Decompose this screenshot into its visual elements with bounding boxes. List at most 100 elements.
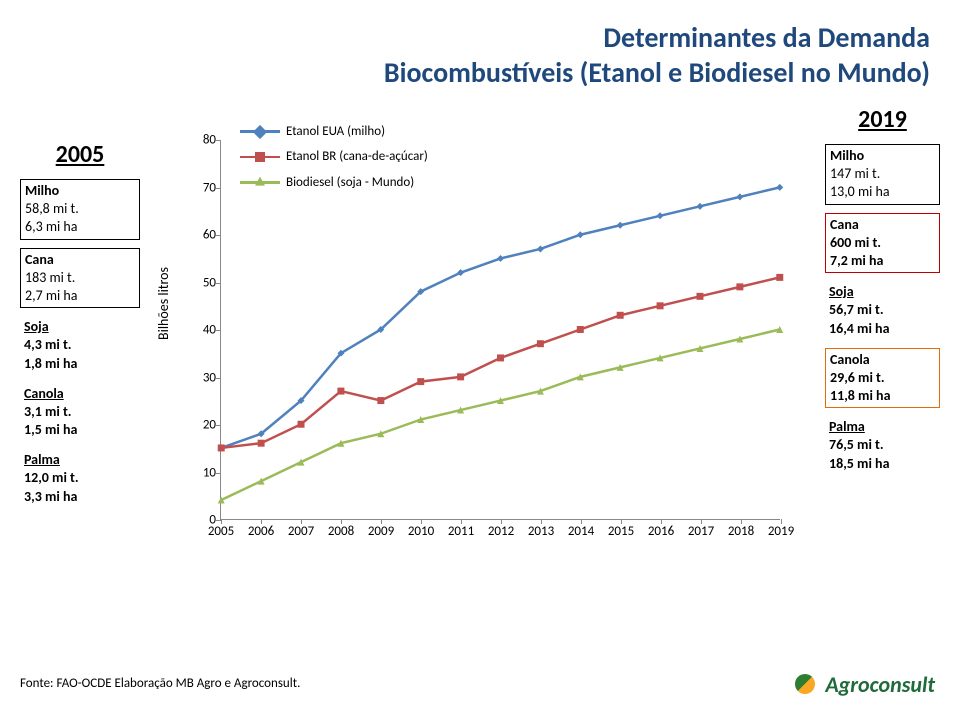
left-crop-ha: 1,5 mi ha [24,421,136,439]
series-marker [696,293,703,300]
x-tick-mark [661,519,662,524]
series-line [221,277,780,448]
chart-area: Etanol EUA (milho) Etanol BR (cana-de-aç… [180,120,800,570]
y-tick-mark [216,425,221,426]
series-marker [457,373,464,380]
series-marker [377,397,384,404]
series-marker [776,274,783,281]
right-crop-name: Soja [829,283,936,301]
y-tick-label: 30 [186,370,216,385]
series-marker [537,245,544,252]
y-tick-mark [216,188,221,189]
right-year-label: 2019 [825,105,940,134]
right-crop-name: Canola [830,351,935,369]
left-crop-tons: 4,3 mi t. [24,336,136,354]
x-tick-label: 2009 [368,524,394,539]
left-crop-palma: Palma12,0 mi t.3,3 mi ha [20,449,140,508]
right-crop-tons: 76,5 mi t. [829,436,936,454]
x-tick-mark [741,519,742,524]
y-tick-label: 10 [186,465,216,480]
right-crop-ha: 13,0 mi ha [830,183,935,201]
left-crop-ha: 3,3 mi ha [24,488,136,506]
right-crop-name: Milho [830,147,935,165]
x-tick-mark [541,519,542,524]
x-tick-mark [261,519,262,524]
page-title: Determinantes da Demanda Biocombustíveis… [384,20,930,90]
series-marker [736,193,743,200]
y-tick-label: 20 [186,418,216,433]
right-crop-tons: 600 mi t. [830,234,935,252]
x-tick-label: 2010 [408,524,434,539]
left-crop-ha: 1,8 mi ha [24,355,136,373]
series-marker [577,231,584,238]
series-line [221,187,780,448]
x-tick-label: 2011 [448,524,474,539]
y-tick-label: 40 [186,323,216,338]
y-tick-mark [216,140,221,141]
y-tick-label: 80 [186,133,216,148]
right-crop-milho: Milho147 mi t.13,0 mi ha [825,144,940,205]
right-crop-ha: 7,2 mi ha [830,252,935,270]
y-tick-label: 70 [186,180,216,195]
right-crop-ha: 16,4 mi ha [829,320,936,338]
x-tick-mark [701,519,702,524]
left-crop-name: Soja [24,318,136,336]
left-year-label: 2005 [20,140,140,169]
left-crop-ha: 2,7 mi ha [25,287,135,305]
series-marker [258,440,265,447]
x-tick-label: 2017 [688,524,714,539]
x-tick-label: 2019 [768,524,794,539]
x-tick-mark [581,519,582,524]
left-crop-tons: 183 mi t. [25,269,135,287]
y-tick-mark [216,235,221,236]
right-crop-cana: Cana600 mi t.7,2 mi ha [825,213,940,274]
series-marker [337,388,344,395]
title-line2: Biocombustíveis (Etanol e Biodiesel no M… [384,55,930,90]
x-tick-label: 2013 [528,524,554,539]
right-crop-canola: Canola29,6 mi t.11,8 mi ha [825,348,940,409]
x-tick-label: 2016 [648,524,674,539]
series-marker [617,312,624,319]
x-tick-mark [381,519,382,524]
y-tick-mark [216,378,221,379]
left-crop-name: Canola [24,385,136,403]
right-crop-palma: Palma76,5 mi t.18,5 mi ha [825,416,940,475]
right-panel: 2019 Milho147 mi t.13,0 mi ha Cana600 mi … [825,105,940,483]
x-tick-mark [461,519,462,524]
y-axis-label: Bilhões litros [155,267,172,340]
y-tick-mark [216,473,221,474]
series-marker [417,378,424,385]
left-panel: 2005 Milho58,8 mi t.6,3 mi haCana183 mi … [20,140,140,516]
x-tick-label: 2018 [728,524,754,539]
left-crop-name: Palma [24,451,136,469]
x-tick-label: 2007 [288,524,314,539]
agroconsult-logo: Agroconsult [791,670,935,698]
series-marker [298,421,305,428]
chart-svg [221,140,780,519]
x-tick-label: 2005 [208,524,234,539]
x-tick-mark [221,519,222,524]
x-tick-mark [501,519,502,524]
series-marker [218,444,225,451]
x-tick-label: 2015 [608,524,634,539]
x-tick-mark [301,519,302,524]
title-line1: Determinantes da Demanda [384,20,930,55]
x-tick-mark [781,519,782,524]
y-tick-label: 50 [186,275,216,290]
y-tick-mark [216,283,221,284]
series-marker [497,354,504,361]
x-tick-label: 2006 [248,524,274,539]
right-crop-tons: 147 mi t. [830,165,935,183]
series-marker [657,212,664,219]
x-tick-mark [621,519,622,524]
right-crop-tons: 56,7 mi t. [829,301,936,319]
right-crop-soja: Soja56,7 mi t.16,4 mi ha [825,281,940,340]
right-crop-ha: 11,8 mi ha [830,387,935,405]
right-crop-tons: 29,6 mi t. [830,369,935,387]
x-tick-mark [421,519,422,524]
logo-icon [791,670,819,698]
series-marker [736,283,743,290]
left-crop-canola: Canola3,1 mi t.1,5 mi ha [20,383,140,442]
right-crop-ha: 18,5 mi ha [829,455,936,473]
left-crop-name: Cana [25,251,135,269]
